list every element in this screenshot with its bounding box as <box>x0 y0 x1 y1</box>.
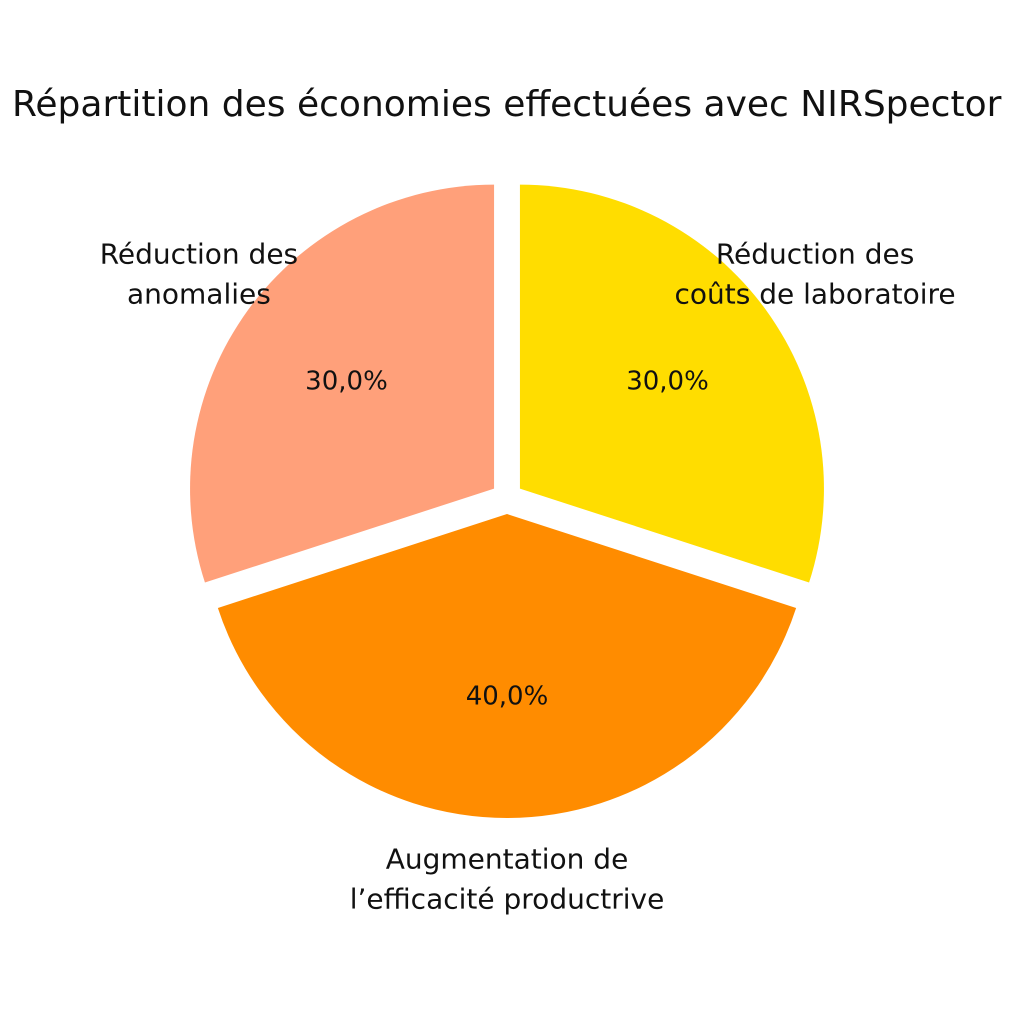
pie-slice-label-couts-laboratoire: Réduction des coûts de laboratoire <box>674 238 955 311</box>
pie-slice-pct-anomalies: 30,0% <box>305 366 388 396</box>
pie-slice-label-efficacite-productive: Augmentation de l’efficacité productrive <box>350 842 665 915</box>
chart-title: Répartition des économies effectuées ave… <box>12 84 1002 125</box>
slices-layer <box>190 184 824 818</box>
pie-slice-pct-efficacite-productive: 40,0% <box>466 681 549 711</box>
pie-slice-label-anomalies: Réduction des anomalies <box>100 238 298 311</box>
pie-slice-couts-laboratoire <box>519 184 824 583</box>
pie-slice-efficacite-productive <box>217 514 797 818</box>
labels-layer: 30,0% Réduction des coûts de laboratoire 40… <box>100 238 956 916</box>
pie-slice-anomalies <box>190 184 495 583</box>
pie-slice-pct-couts-laboratoire: 30,0% <box>626 366 709 396</box>
